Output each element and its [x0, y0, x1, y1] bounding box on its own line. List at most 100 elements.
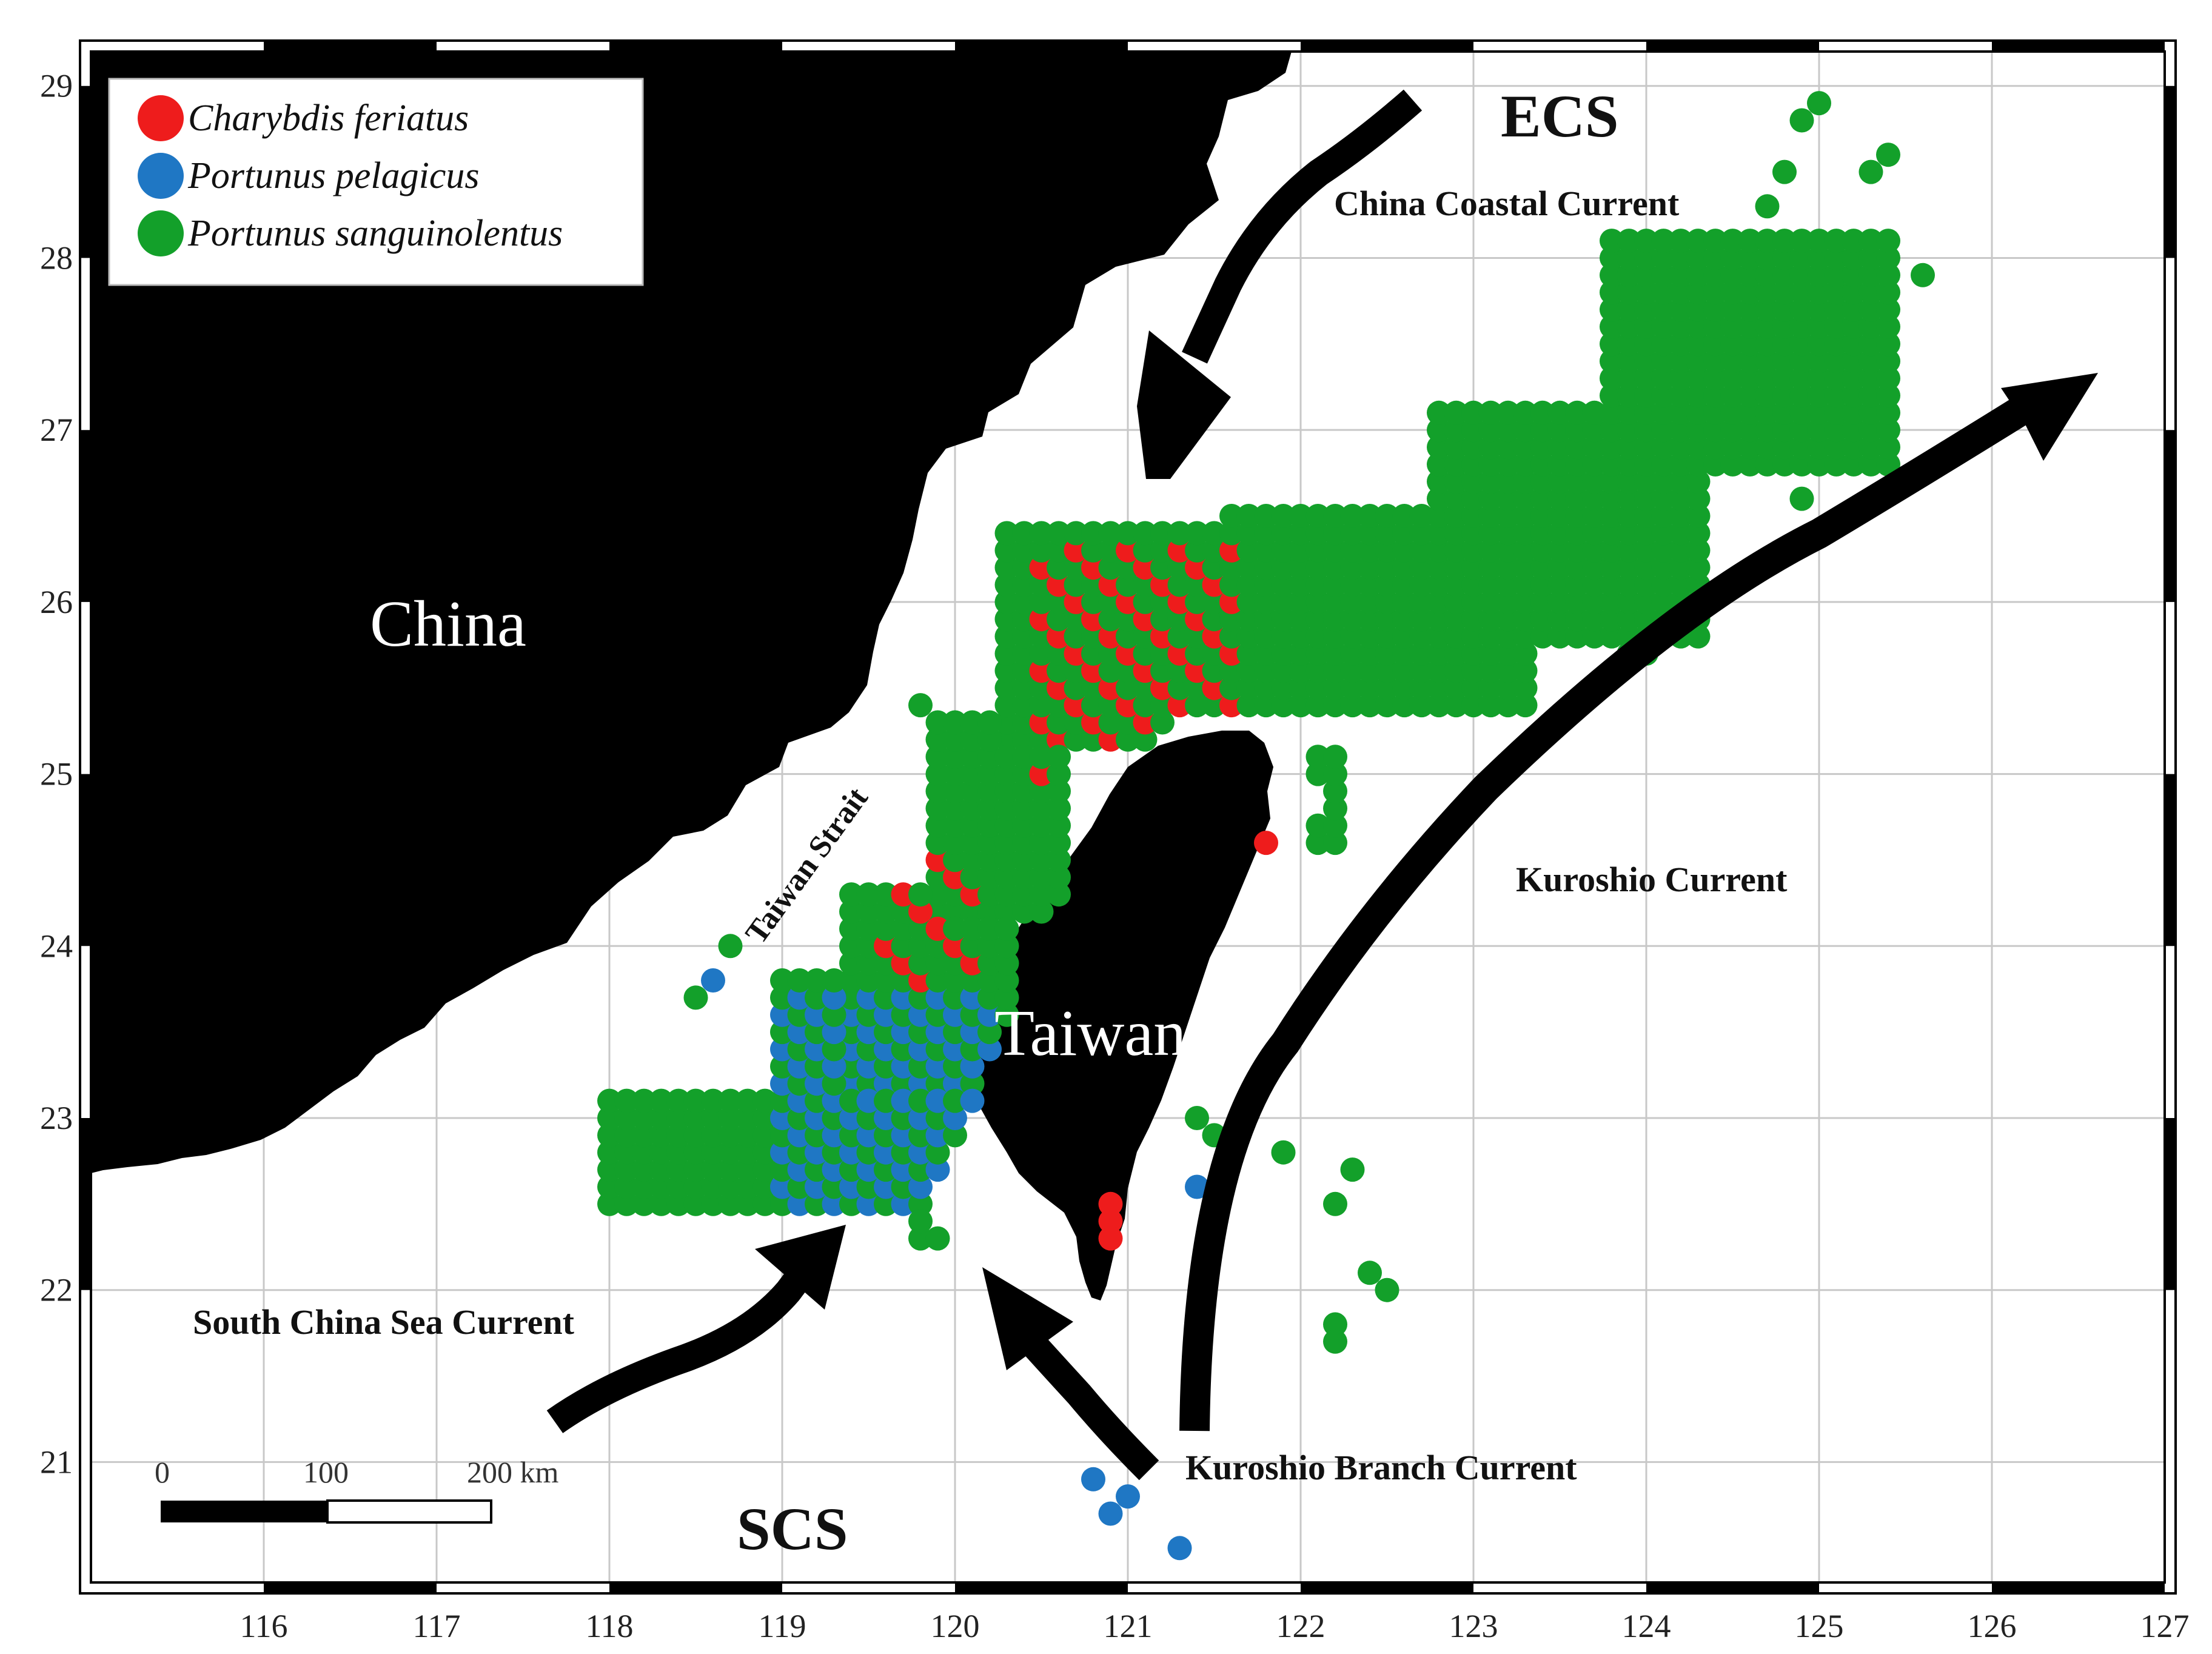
occurrence-point [649, 1157, 674, 1182]
occurrence-point [805, 1106, 829, 1130]
occurrence-point [1478, 521, 1503, 546]
occurrence-point [1202, 589, 1227, 614]
occurrence-point [943, 1037, 967, 1062]
occurrence-point [1789, 349, 1814, 373]
occurrence-point [1807, 349, 1831, 373]
occurrence-point [891, 1106, 916, 1130]
occurrence-point [994, 658, 1019, 683]
occurrence-point [943, 882, 967, 907]
occurrence-point [1236, 538, 1261, 563]
occurrence-point [1323, 641, 1347, 666]
occurrence-point [1116, 727, 1140, 752]
occurrence-point [1081, 675, 1105, 700]
occurrence-point [1669, 400, 1693, 425]
occurrence-point [908, 1191, 933, 1216]
lat-tick-label: 28 [40, 239, 73, 276]
occurrence-point [1047, 796, 1071, 821]
occurrence-point [649, 1106, 674, 1130]
occurrence-point [856, 951, 881, 976]
occurrence-point [994, 951, 1019, 976]
frame-segment [1473, 1584, 1646, 1592]
occurrence-point [1358, 624, 1382, 649]
occurrence-point [1600, 607, 1624, 632]
frame-segment [264, 42, 437, 50]
occurrence-point [1444, 641, 1469, 666]
occurrence-point [1530, 400, 1555, 425]
occurrence-point [1461, 624, 1486, 649]
occurrence-point [1600, 383, 1624, 408]
kuroshio-current-arrow [1179, 387, 2046, 1431]
occurrence-point [787, 968, 812, 993]
occurrence-point [908, 1226, 933, 1251]
occurrence-point [1703, 332, 1728, 357]
occurrence-point [1720, 229, 1745, 253]
occurrence-point [977, 882, 1002, 907]
occurrence-point [822, 1037, 846, 1062]
occurrence-point [1565, 469, 1589, 494]
occurrence-point [1427, 521, 1451, 546]
occurrence-point [1738, 418, 1762, 443]
occurrence-point [1167, 693, 1192, 718]
occurrence-point [1029, 693, 1054, 718]
occurrence-point [1029, 675, 1054, 700]
occurrence-point [1686, 349, 1711, 373]
occurrence-point [1772, 452, 1797, 477]
frame-segment [782, 42, 955, 50]
occurrence-point [1634, 521, 1658, 546]
occurrence-point [977, 899, 1002, 924]
lon-tick-label: 124 [1622, 1608, 1671, 1644]
occurrence-point [1858, 383, 1883, 408]
occurrence-point [1738, 400, 1762, 425]
occurrence-point [1289, 658, 1313, 683]
occurrence-point [1392, 675, 1416, 700]
occurrence-point [1842, 314, 1866, 339]
occurrence-point [943, 1071, 967, 1096]
occurrence-point [925, 1106, 950, 1130]
occurrence-point [1669, 572, 1693, 597]
occurrence-point [1858, 246, 1883, 270]
label-kuroshio-branch-current: Kuroshio Branch Current [1185, 1448, 1577, 1487]
occurrence-point [1807, 246, 1831, 270]
frame-segment [1301, 1584, 1473, 1592]
occurrence-point [1617, 572, 1641, 597]
occurrence-point [1029, 572, 1054, 597]
occurrence-point [1289, 607, 1313, 632]
occurrence-point [908, 1020, 933, 1045]
occurrence-point [1323, 572, 1347, 597]
legend-label-charybdis-feriatus: Charybdis feriatus [188, 98, 469, 139]
occurrence-point [1617, 589, 1641, 614]
occurrence-point [1634, 504, 1658, 528]
occurrence-point [1720, 263, 1745, 287]
occurrence-point [1236, 675, 1261, 700]
occurrence-point [1530, 435, 1555, 460]
occurrence-point [1858, 435, 1883, 460]
occurrence-point [1064, 693, 1088, 718]
occurrence-point [787, 1157, 812, 1182]
occurrence-point [960, 796, 985, 821]
occurrence-point [1547, 435, 1572, 460]
occurrence-point [787, 1002, 812, 1027]
occurrence-point [960, 710, 985, 735]
occurrence-point [1427, 693, 1451, 718]
occurrence-point [1842, 366, 1866, 390]
occurrence-point [1582, 452, 1607, 477]
axis-tick-labels: 116 117 118 119 120 121 122 123 124 125 126 127 21 22… [40, 68, 2190, 1644]
occurrence-point [1254, 589, 1278, 614]
occurrence-point [960, 762, 985, 786]
occurrence-point [1081, 607, 1105, 632]
occurrence-point [1029, 521, 1054, 546]
legend-label-portunus-sanguinolentus: Portunus sanguinolentus [187, 213, 563, 254]
occurrence-point [1807, 366, 1831, 390]
occurrence-point [1824, 280, 1849, 305]
occurrence-point [1047, 641, 1071, 666]
occurrence-point [1842, 229, 1866, 253]
occurrence-point [1081, 521, 1105, 546]
occurrence-point [1513, 641, 1538, 666]
occurrence-point [1876, 280, 1900, 305]
occurrence-point [1098, 521, 1123, 546]
occurrence-point [1634, 332, 1658, 357]
occurrence-point [1530, 504, 1555, 528]
occurrence-point [1461, 504, 1486, 528]
occurrence-point [839, 916, 863, 941]
occurrence-point [1858, 314, 1883, 339]
